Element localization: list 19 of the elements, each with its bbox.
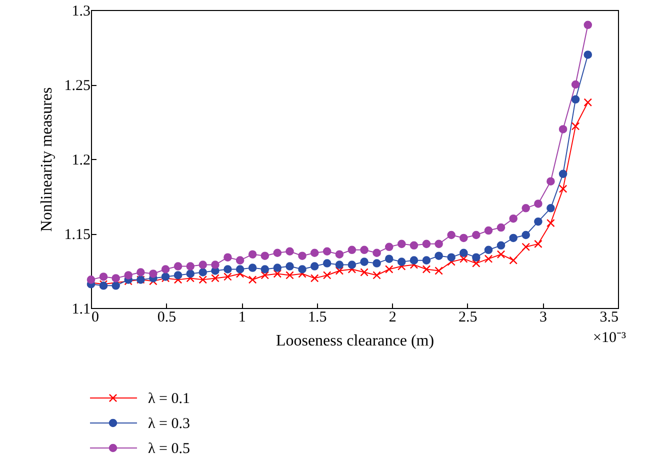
y-tick-label: 1.15	[64, 227, 90, 243]
x-tick-label: 0.5	[157, 310, 176, 326]
y-tick-label: 1.2	[72, 152, 90, 168]
text: ×10⁻³	[593, 330, 626, 346]
x-tick-label: 1.5	[308, 310, 327, 326]
legend-label: λ = 0.5	[148, 441, 190, 457]
x-tick-label: 2	[388, 310, 396, 326]
y-tick-label: 1.25	[64, 78, 90, 94]
x-tick-label: 1	[238, 310, 246, 326]
x-tick-label: 2.5	[458, 310, 478, 326]
x-tick-label: 0	[92, 310, 99, 326]
y-axis-title: Nonlinearity measures	[38, 87, 56, 232]
x-tick-label: 3.5	[600, 310, 618, 326]
legend-label: λ = 0.3	[148, 416, 190, 432]
x-axis-title: Looseness clearance (m)	[276, 332, 434, 350]
y-tick-label: 1.3	[72, 4, 90, 20]
x-tick-label: 3	[539, 310, 547, 326]
legend-label: λ = 0.1	[148, 391, 190, 407]
y-tick-label: 1.1	[72, 302, 90, 318]
